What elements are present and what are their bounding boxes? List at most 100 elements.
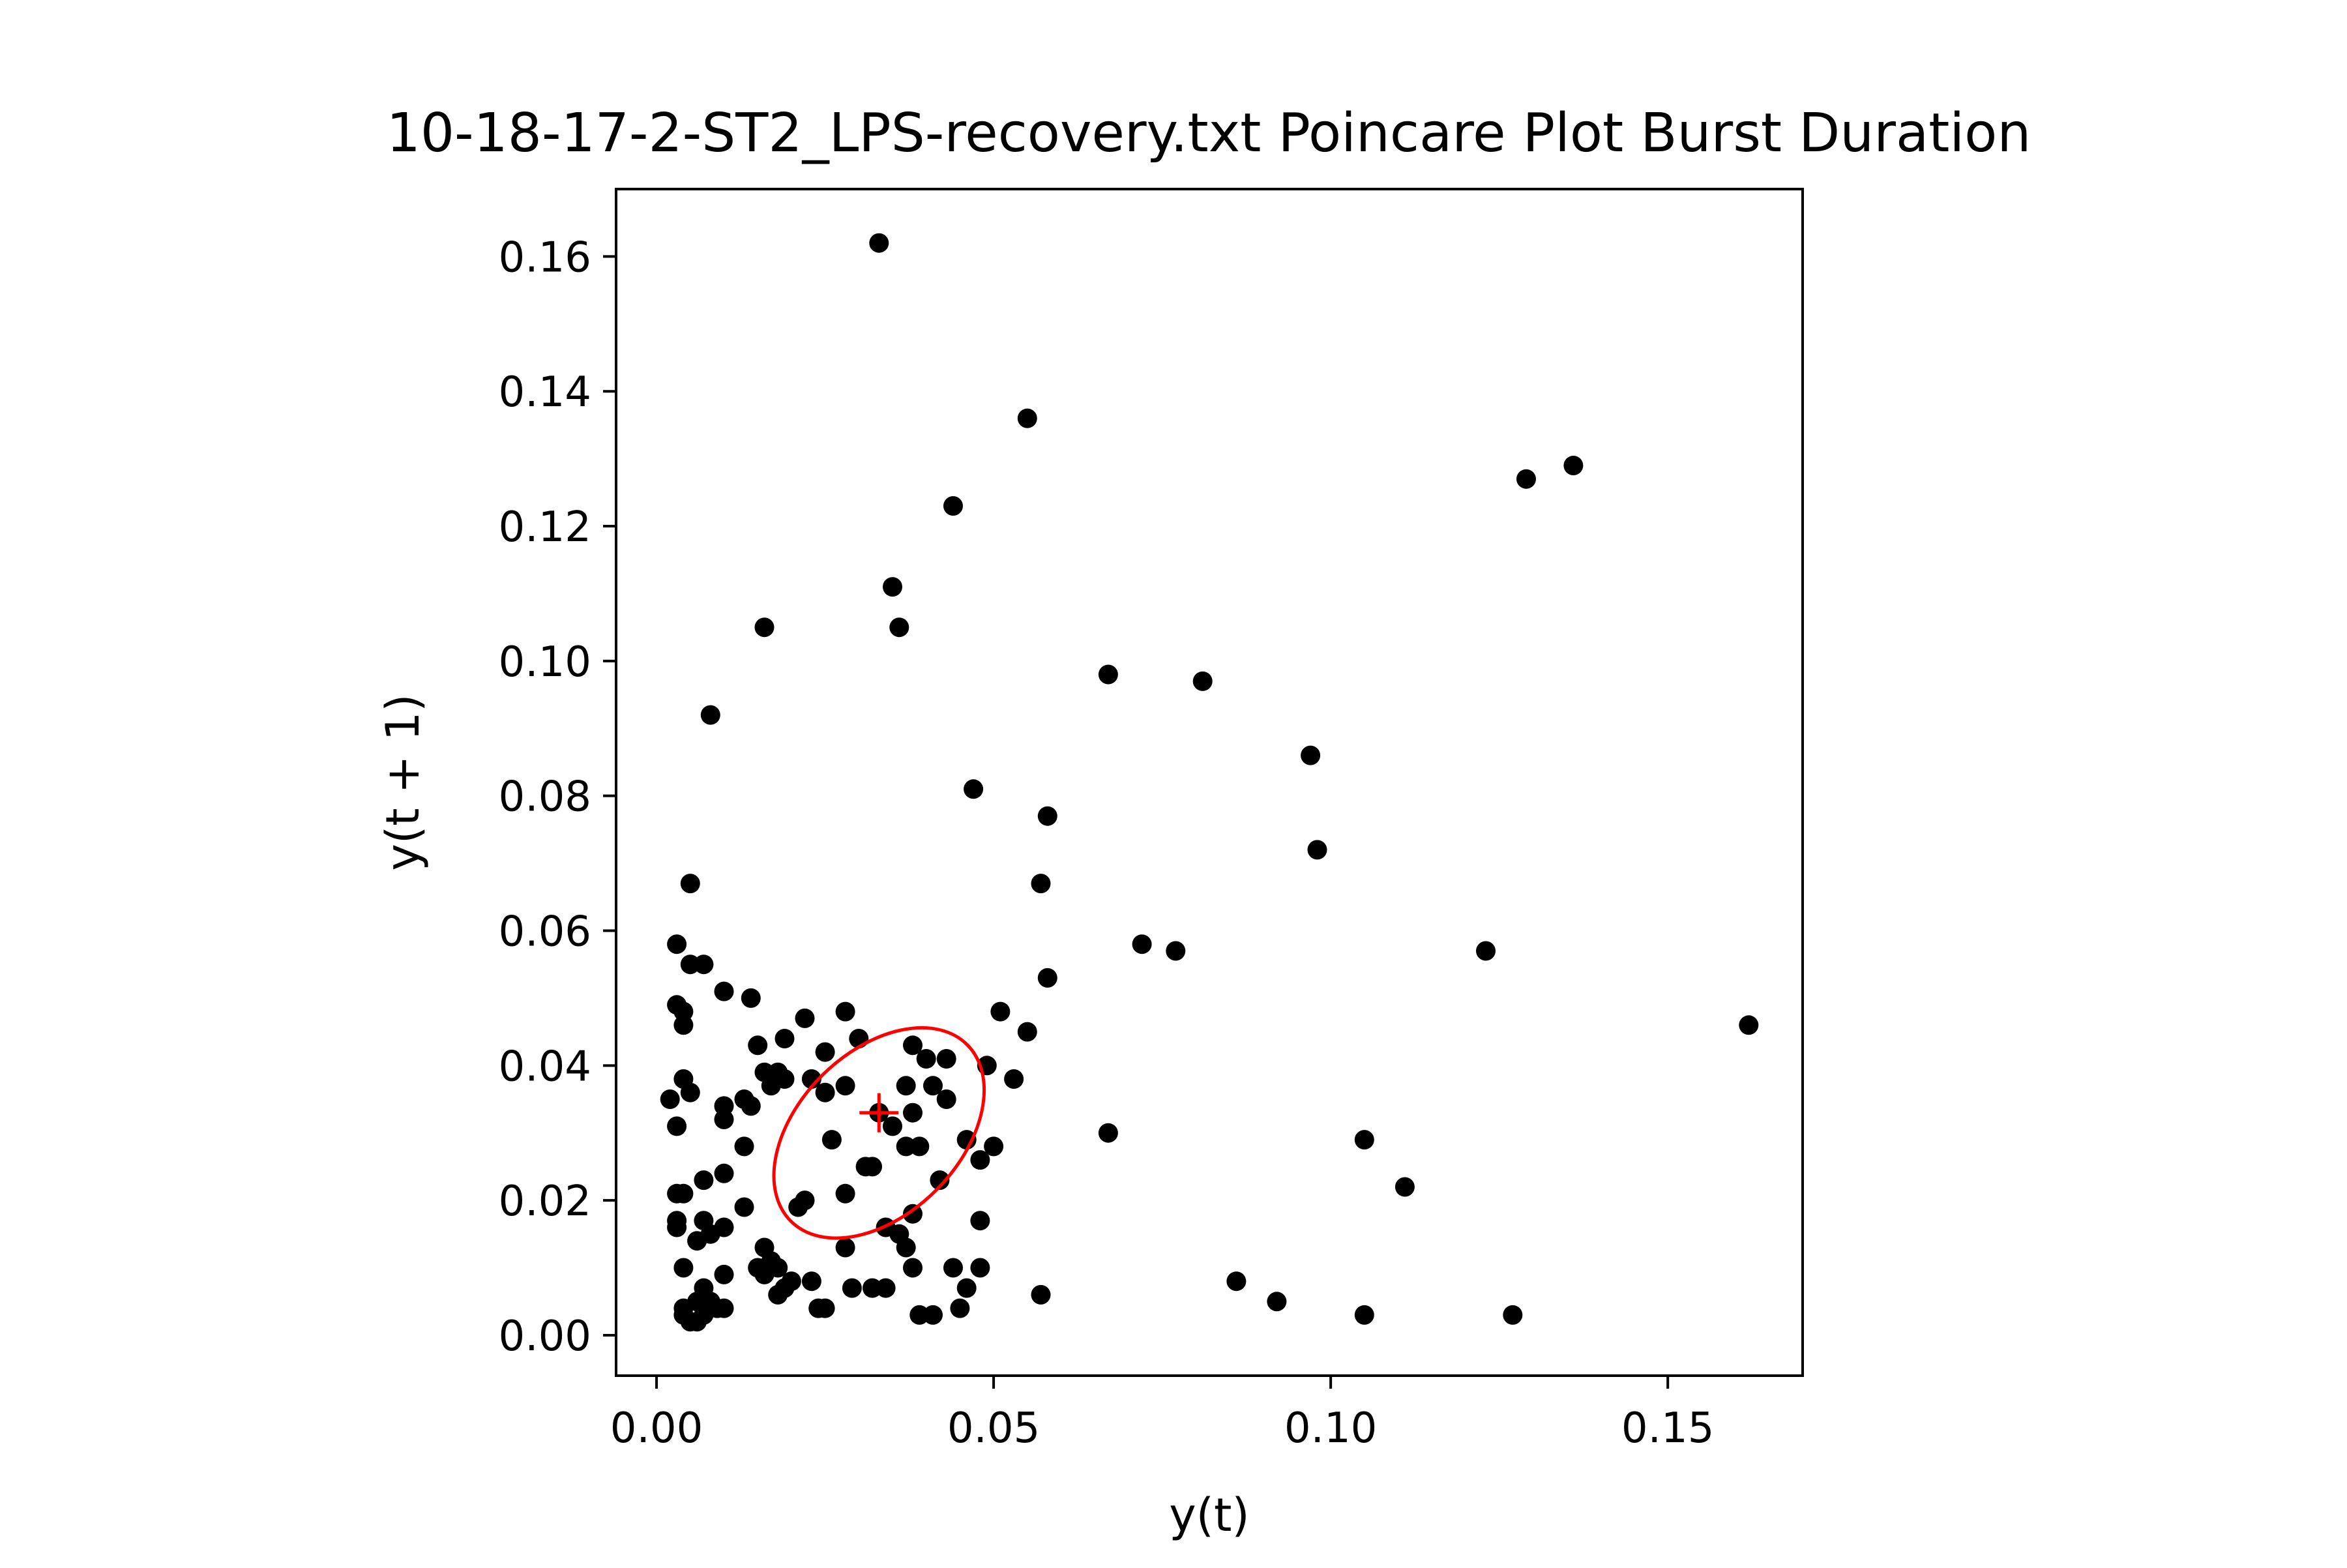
data-point [660,1089,680,1109]
data-point [896,1076,916,1096]
data-point [1098,664,1118,685]
data-point [936,1049,956,1069]
y-tick-label: 0.16 [499,233,592,282]
data-point [956,1130,977,1150]
data-point [1037,806,1057,826]
data-point [801,1271,821,1292]
data-point [835,1237,855,1258]
x-tick-label: 0.10 [1284,1404,1378,1453]
data-point [1098,1123,1118,1143]
data-point [903,1102,923,1123]
data-point [1031,1284,1051,1305]
data-point [1017,408,1037,428]
data-point [1226,1271,1247,1292]
data-point [815,1042,835,1062]
data-point [869,233,889,253]
data-point [896,1136,916,1157]
y-axis-label: y(t + 1) [376,694,430,870]
x-axis-label: y(t) [1169,1488,1250,1542]
data-point [923,1076,943,1096]
data-point [863,1157,882,1177]
data-point [1739,1015,1759,1035]
data-point [1192,671,1213,691]
data-point [754,617,775,638]
data-point [700,705,720,725]
x-tick-label: 0.05 [947,1404,1041,1453]
data-point [909,1136,930,1157]
y-tick-label: 0.12 [499,503,592,552]
data-point [1301,745,1321,765]
data-point [714,1163,734,1183]
data-point [687,1312,707,1332]
data-point [970,1211,990,1231]
data-point [889,617,909,638]
y-tick-label: 0.02 [499,1177,592,1226]
data-point [1037,968,1057,988]
data-point [1004,1069,1024,1089]
y-tick-label: 0.10 [499,638,592,687]
data-point [970,1150,990,1170]
data-point [964,779,984,799]
data-point [1132,934,1152,954]
data-point [930,1170,950,1191]
data-point [741,988,761,1008]
data-point [761,1076,781,1096]
data-point [680,1082,700,1102]
data-point [815,1082,835,1102]
y-tick-label: 0.00 [499,1312,592,1361]
data-point [775,1029,795,1048]
x-axis-ticks: 0.00 0.05 0.10 0.15 [610,1376,1714,1453]
x-tick-label: 0.00 [610,1404,703,1453]
data-point [835,1183,855,1204]
data-point [943,496,963,516]
data-point [768,1284,788,1305]
y-axis-ticks: 0.00 0.02 0.04 0.06 0.08 0.10 0.12 0.14 0.16 [499,233,616,1361]
data-point [815,1298,835,1318]
data-point [903,1204,923,1224]
data-point [673,1015,694,1035]
data-point [916,1049,936,1069]
data-point [667,1217,687,1237]
points-layer [660,233,1759,1332]
data-point [876,1278,896,1298]
data-point [734,1136,754,1157]
data-point [667,1116,687,1136]
data-point [1503,1305,1523,1325]
data-point [835,1001,855,1022]
data-point [714,1096,734,1116]
centroid-marker [859,1093,899,1132]
data-point [694,954,714,975]
data-point [801,1069,821,1089]
data-point [1354,1305,1374,1325]
data-point [714,1298,734,1318]
data-point [1017,1022,1037,1042]
data-point [1166,941,1186,961]
data-point [795,1008,815,1028]
data-point [842,1278,862,1298]
overlay-layer [772,1026,986,1240]
data-point [687,1231,707,1251]
data-point [1476,941,1496,961]
plot-frame [615,188,1804,1377]
data-point [714,1110,734,1129]
confidence-ellipse [772,1026,986,1240]
data-point [990,1001,1011,1022]
data-point [883,577,902,597]
y-tick-label: 0.14 [499,368,592,417]
data-point [896,1237,916,1258]
data-point [1516,469,1536,489]
data-point [1395,1177,1415,1197]
data-point [680,954,700,975]
data-point [863,1278,882,1298]
data-point [970,1258,990,1278]
data-point [909,1305,930,1325]
data-point [903,1035,923,1056]
data-point [694,1170,714,1191]
data-point [943,1258,963,1278]
y-tick-label: 0.08 [499,773,592,821]
data-point [1354,1130,1374,1150]
data-point [1031,874,1051,894]
data-point [956,1278,977,1298]
